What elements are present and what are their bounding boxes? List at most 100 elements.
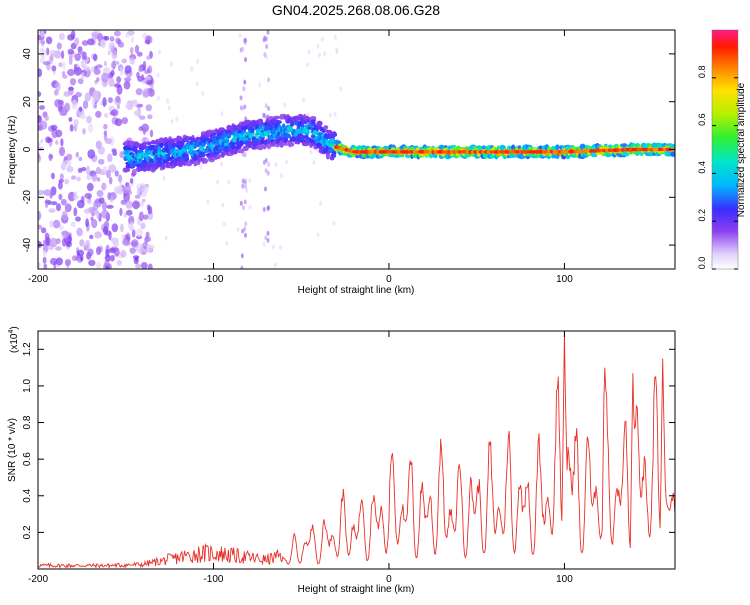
- streak-blob: [243, 79, 247, 85]
- noise-blob: [98, 158, 105, 165]
- noise-blob: [53, 89, 59, 96]
- noise-blob: [318, 52, 321, 58]
- noise-blob: [96, 261, 101, 269]
- ridge-blob: [161, 164, 166, 169]
- noise-blob: [280, 173, 284, 179]
- ridge-blob: [260, 139, 265, 145]
- noise-blob: [86, 165, 91, 176]
- noise-blob: [339, 86, 343, 92]
- noise-blob: [38, 262, 41, 268]
- noise-blob: [87, 248, 94, 257]
- noise-blob: [91, 66, 95, 73]
- noise-blob: [46, 47, 50, 56]
- noise-blob: [199, 164, 203, 170]
- noise-blob: [130, 47, 134, 55]
- noise-blob: [123, 192, 130, 202]
- ridge-blob: [197, 157, 202, 163]
- noise-blob: [49, 257, 58, 266]
- noise-blob: [132, 200, 140, 210]
- noise-blob: [109, 111, 116, 116]
- noise-blob: [113, 83, 121, 88]
- noise-blob: [279, 244, 283, 250]
- noise-blob: [58, 181, 63, 190]
- noise-blob: [329, 112, 333, 118]
- noise-blob: [109, 36, 115, 42]
- noise-blob: [307, 49, 311, 55]
- streak-blob: [243, 199, 247, 205]
- noise-blob: [104, 138, 112, 145]
- noise-blob: [145, 231, 150, 239]
- noise-blob: [68, 55, 73, 66]
- noise-blob: [81, 71, 85, 81]
- noise-blob: [79, 254, 84, 262]
- noise-blob: [119, 151, 125, 159]
- noise-blob: [92, 89, 100, 100]
- noise-blob: [69, 124, 74, 132]
- streak-blob: [239, 105, 243, 111]
- y-tick-label: 0.2: [22, 525, 33, 539]
- noise-blob: [108, 42, 116, 51]
- noise-blob: [121, 234, 126, 239]
- noise-blob: [65, 241, 72, 248]
- ridge-blob: [185, 161, 192, 167]
- noise-blob: [101, 209, 109, 219]
- noise-blob: [323, 51, 326, 57]
- noise-blob: [76, 227, 83, 237]
- snr-scale-factor: (x104): [8, 326, 20, 353]
- noise-blob: [79, 113, 87, 120]
- noise-blob: [91, 218, 98, 229]
- y-tick-label: 1.0: [22, 379, 33, 393]
- streak-blob: [267, 106, 271, 111]
- noise-blob: [50, 172, 55, 180]
- noise-blob: [201, 91, 205, 96]
- noise-blob: [71, 99, 78, 110]
- noise-blob: [73, 207, 78, 217]
- noise-blob: [102, 97, 107, 107]
- ridge-blob: [325, 153, 330, 160]
- noise-blob: [164, 235, 168, 241]
- noise-blob: [167, 105, 171, 111]
- noise-blob: [125, 103, 131, 109]
- noise-blob: [70, 221, 76, 227]
- noise-blob: [131, 239, 139, 248]
- noise-blob: [85, 218, 89, 228]
- ridge-blob: [242, 146, 249, 152]
- noise-blob: [170, 61, 173, 67]
- noise-blob: [139, 115, 146, 120]
- noise-blob: [82, 128, 86, 135]
- ridge-blob: [224, 139, 230, 143]
- noise-blob: [142, 88, 151, 97]
- noise-blob: [40, 40, 46, 45]
- streak-blob: [266, 30, 270, 35]
- noise-blob: [59, 109, 68, 116]
- ridge-blob: [190, 137, 196, 143]
- noise-blob: [67, 191, 76, 202]
- noise-blob: [140, 222, 146, 230]
- noise-blob: [114, 118, 123, 127]
- noise-blob: [133, 110, 141, 117]
- noise-blob: [134, 256, 139, 262]
- streak-blob: [266, 206, 270, 211]
- noise-blob: [86, 115, 92, 124]
- noise-blob: [136, 228, 143, 238]
- x-tick-label: -100: [203, 574, 223, 585]
- noise-blob: [76, 200, 85, 209]
- streak-blob: [264, 235, 268, 241]
- ridge-blob: [237, 129, 242, 134]
- noise-blob: [136, 71, 140, 79]
- ridge-blob: [312, 131, 318, 136]
- streak-blob: [267, 77, 271, 83]
- noise-blob: [335, 49, 339, 55]
- y-tick-label: -20: [22, 190, 33, 205]
- noise-blob: [50, 124, 58, 131]
- noise-blob: [47, 137, 53, 143]
- noise-blob: [118, 174, 123, 183]
- noise-blob: [42, 61, 50, 66]
- noise-blob: [96, 190, 104, 197]
- noise-blob: [129, 221, 134, 230]
- noise-blob: [66, 165, 74, 173]
- noise-blob: [77, 46, 83, 53]
- noise-blob: [147, 65, 153, 74]
- noise-blob: [70, 30, 76, 40]
